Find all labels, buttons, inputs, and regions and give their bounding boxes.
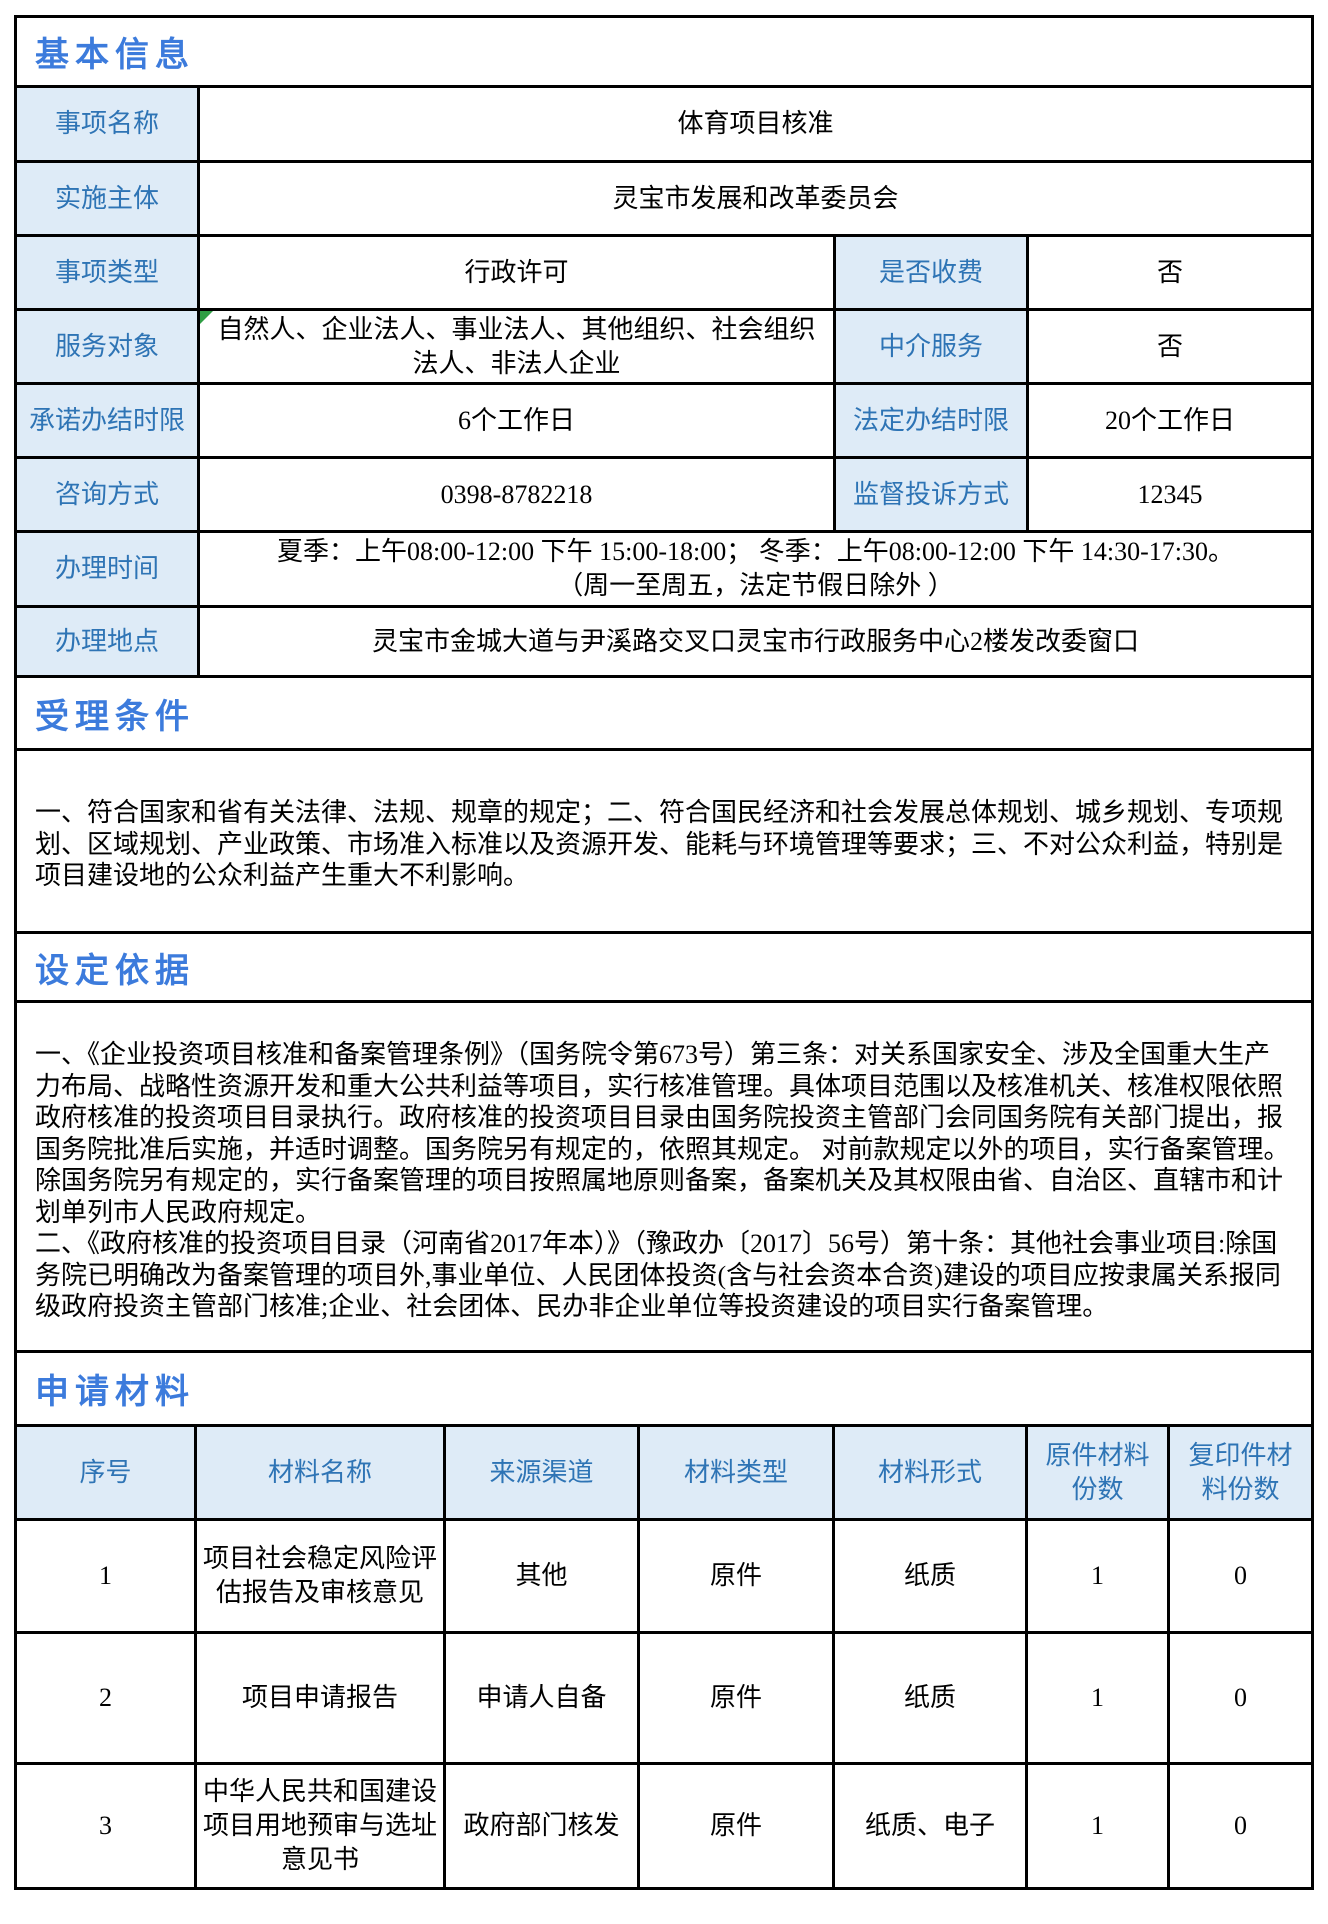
- charge-label: 是否收费: [836, 237, 1029, 311]
- materials-row3-seq: 3: [17, 1765, 197, 1887]
- section-title-basic-info: 基本信息: [35, 36, 195, 74]
- materials-row3-name: 中华人民共和国建设项目用地预审与选址意见书: [197, 1765, 446, 1887]
- item-name-value: 体育项目核准: [200, 88, 1311, 163]
- materials-row1-original-count: 1: [1028, 1521, 1170, 1634]
- promised-time-label: 承诺办结时限: [17, 385, 200, 459]
- location-label: 办理地点: [17, 608, 200, 675]
- hours-value: 夏季：上午08:00-12:00 下午 15:00-18:00； 冬季：上午08…: [200, 533, 1311, 608]
- materials-row1-source: 其他: [446, 1521, 640, 1634]
- implementer-value: 灵宝市发展和改革委员会: [200, 163, 1311, 237]
- acceptance-text: 一、符合国家和省有关法律、法规、规章的规定；二、符合国民经济和社会发展总体规划、…: [35, 798, 1284, 890]
- materials-col-header-name: 材料名称: [197, 1427, 446, 1521]
- basic-info-table: 事项名称 体育项目核准 实施主体 灵宝市发展和改革委员会 事项类型 行政许可 是…: [17, 88, 1311, 678]
- promised-time-value: 6个工作日: [200, 385, 836, 459]
- consult-value: 0398-8782218: [200, 459, 836, 533]
- consult-label: 咨询方式: [17, 459, 200, 533]
- supervise-label: 监督投诉方式: [836, 459, 1029, 533]
- materials-row3-source: 政府部门核发: [446, 1765, 640, 1887]
- materials-row1-copy-count: 0: [1170, 1521, 1311, 1634]
- charge-value: 否: [1029, 237, 1311, 311]
- materials-row3-form: 纸质、电子: [835, 1765, 1028, 1887]
- basis-item-1: 一、《企业投资项目核准和备案管理条例》（国务院令第673号）第三条：对关系国家安…: [35, 1040, 1290, 1227]
- materials-row1-form: 纸质: [835, 1521, 1028, 1634]
- legal-time-value: 20个工作日: [1029, 385, 1311, 459]
- materials-col-header-original-count: 原件材料份数: [1028, 1427, 1170, 1521]
- section-header-basic-info: 基本信息: [17, 18, 1311, 88]
- intermediary-value: 否: [1029, 311, 1311, 385]
- service-target-text: 自然人、企业法人、事业法人、其他组织、社会组织法人、非法人企业: [217, 314, 816, 378]
- materials-col-header-seq: 序号: [17, 1427, 197, 1521]
- intermediary-label: 中介服务: [836, 311, 1029, 385]
- materials-col-header-type: 材料类型: [640, 1427, 835, 1521]
- section-title-materials: 申请材料: [35, 1373, 195, 1411]
- materials-row1-type: 原件: [640, 1521, 835, 1634]
- implementer-label: 实施主体: [17, 163, 200, 237]
- section-title-acceptance: 受理条件: [35, 697, 195, 736]
- hours-label: 办理时间: [17, 533, 200, 608]
- hours-line1: 夏季：上午08:00-12:00 下午 15:00-18:00； 冬季：上午08…: [277, 537, 1234, 566]
- basis-item-2: 二、《政府核准的投资项目目录（河南省2017年本）》（豫政办〔2017〕56号）…: [35, 1229, 1281, 1321]
- materials-row1-name: 项目社会稳定风险评估报告及审核意见: [197, 1521, 446, 1634]
- document-frame: 基本信息 事项名称 体育项目核准 实施主体 灵宝市发展和改革委员会 事项类型 行…: [14, 15, 1314, 1890]
- hours-line2: （周一至周五，法定节假日除外 ）: [557, 571, 954, 600]
- section-header-acceptance: 受理条件: [17, 678, 1311, 751]
- materials-col-header-copy-count: 复印件材料份数: [1170, 1427, 1311, 1521]
- comment-triangle-icon: [200, 311, 213, 324]
- service-target-label: 服务对象: [17, 311, 200, 385]
- service-target-value: 自然人、企业法人、事业法人、其他组织、社会组织法人、非法人企业: [200, 311, 836, 385]
- materials-row2-source: 申请人自备: [446, 1634, 640, 1765]
- materials-row2-copy-count: 0: [1170, 1634, 1311, 1765]
- materials-row2-type: 原件: [640, 1634, 835, 1765]
- section-header-basis: 设定依据: [17, 934, 1311, 1003]
- item-name-label: 事项名称: [17, 88, 200, 163]
- materials-row3-type: 原件: [640, 1765, 835, 1887]
- section-title-basis: 设定依据: [35, 951, 195, 990]
- location-value: 灵宝市金城大道与尹溪路交叉口灵宝市行政服务中心2楼发改委窗口: [371, 626, 1139, 656]
- materials-row2-original-count: 1: [1028, 1634, 1170, 1765]
- materials-row3-copy-count: 0: [1234, 1811, 1247, 1840]
- item-type-label: 事项类型: [17, 237, 200, 311]
- materials-row2-form: 纸质: [835, 1634, 1028, 1765]
- legal-time-label: 法定办结时限: [836, 385, 1029, 459]
- materials-table: 序号 材料名称 来源渠道 材料类型 材料形式 原件材料份数 复印件材料份数 1 …: [17, 1427, 1311, 1887]
- acceptance-content-box: 一、符合国家和省有关法律、法规、规章的规定；二、符合国民经济和社会发展总体规划、…: [17, 751, 1311, 934]
- section-header-materials: 申请材料: [17, 1353, 1311, 1427]
- materials-row1-seq: 1: [17, 1521, 197, 1634]
- materials-row2-seq: 2: [17, 1634, 197, 1765]
- materials-col-header-form: 材料形式: [835, 1427, 1028, 1521]
- materials-row2-name: 项目申请报告: [197, 1634, 446, 1765]
- materials-row3-original-count: 1: [1028, 1765, 1170, 1887]
- item-type-value: 行政许可: [200, 237, 836, 311]
- basis-content-box: 一、《企业投资项目核准和备案管理条例》（国务院令第673号）第三条：对关系国家安…: [17, 1003, 1311, 1353]
- materials-col-header-source: 来源渠道: [446, 1427, 640, 1521]
- supervise-value: 12345: [1029, 459, 1311, 533]
